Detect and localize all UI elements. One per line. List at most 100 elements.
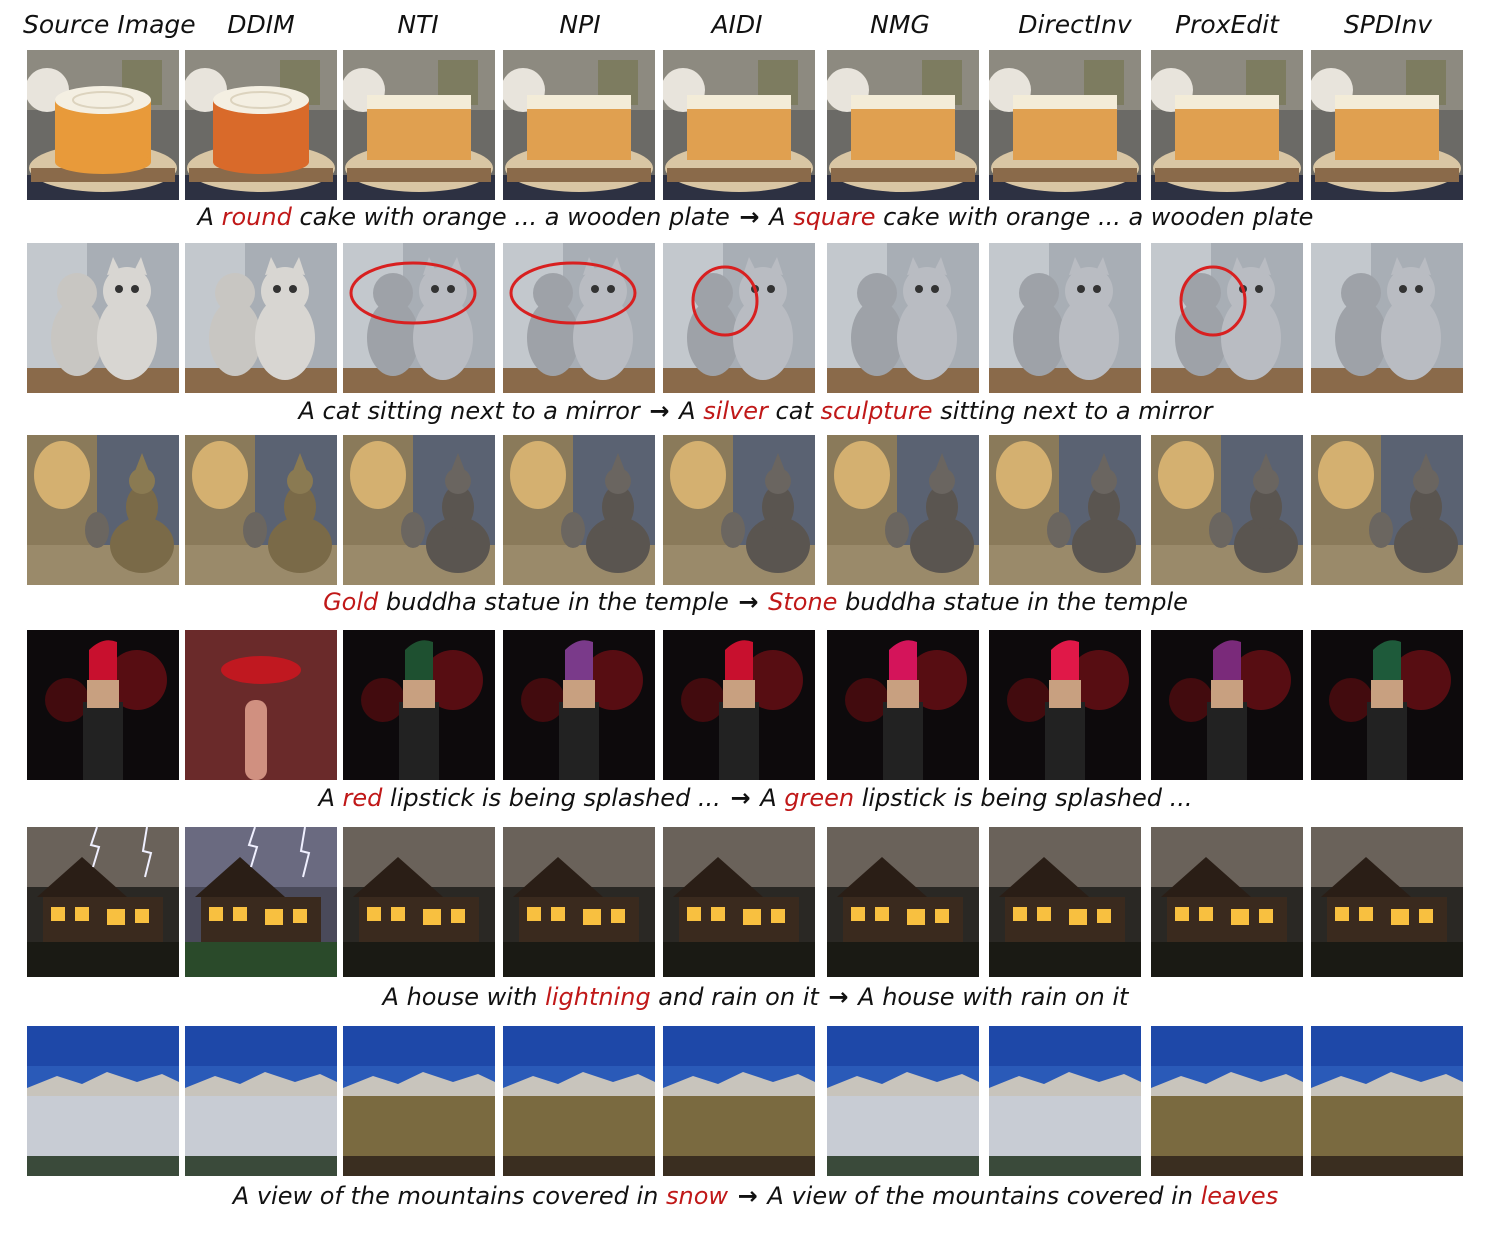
cake-image-5 [827,50,979,200]
caption-lipstick: A red lipstick is being splashed ... → A… [0,784,1511,812]
highlighted-word: red [342,784,383,812]
highlighted-word: sculpture [820,397,933,425]
caption-text: A [761,203,794,231]
column-header-row: Source Image DDIM NTI NPI AIDI NMG Direc… [0,10,1511,50]
caption-text: A [752,784,785,812]
lipstick-image-1 [185,630,337,780]
mountain-image-2 [343,1026,495,1176]
caption-text [760,588,768,616]
cat-image-0 [27,243,179,393]
house-image-8 [1311,827,1463,977]
cat-image-7 [1151,243,1303,393]
lipstick-image-8 [1311,630,1463,780]
column-label-proxedit: ProxEdit [1175,10,1279,39]
house-image-5 [827,827,979,977]
cat-image-8 [1311,243,1463,393]
column-label-directinv: DirectInv [1018,10,1132,39]
cake-image-8 [1311,50,1463,200]
house-image-1 [185,827,337,977]
house-image-2 [343,827,495,977]
mountain-image-5 [827,1026,979,1176]
house-image-3 [503,827,655,977]
column-label-spdinv: SPDInv [1343,10,1433,39]
house-image-6 [989,827,1141,977]
caption-text: A [318,784,343,812]
buddha-image-1 [185,435,337,585]
lipstick-image-0 [27,630,179,780]
caption-text: A view of the mountains covered in [759,1182,1201,1210]
arrow-icon: → [739,203,760,231]
cat-image-5 [827,243,979,393]
cake-image-3 [503,50,655,200]
buddha-image-7 [1151,435,1303,585]
mountain-image-7 [1151,1026,1303,1176]
highlighted-word: Gold [323,588,379,616]
cake-image-1 [185,50,337,200]
caption-buddha: Gold buddha statue in the temple → Stone… [0,588,1511,616]
house-image-0 [27,827,179,977]
cake-image-0 [27,50,179,200]
cake-image-4 [663,50,815,200]
cat-image-2 [343,243,495,393]
caption-text [728,1182,736,1210]
caption-cake: A round cake with orange ... a wooden pl… [0,203,1511,231]
highlighted-word: snow [665,1182,729,1210]
caption-mountain: A view of the mountains covered in snow … [0,1182,1511,1210]
buddha-image-5 [827,435,979,585]
column-label-nmg: NMG [870,10,930,39]
lipstick-image-7 [1151,630,1303,780]
caption-house: A house with lightning and rain on it → … [0,983,1511,1011]
arrow-icon: → [828,983,849,1011]
caption-text: cake with orange ... a wooden plate [291,203,738,231]
highlighted-word: square [793,203,876,231]
lipstick-image-5 [827,630,979,780]
caption-text: lipstick is being splashed ... [382,784,729,812]
buddha-image-3 [503,435,655,585]
caption-cat: A cat sitting next to a mirror → A silve… [0,397,1511,425]
buddha-image-2 [343,435,495,585]
caption-text: A cat sitting next to a mirror [298,397,648,425]
lipstick-image-6 [989,630,1141,780]
lipstick-image-4 [663,630,815,780]
mountain-image-4 [663,1026,815,1176]
arrow-icon: → [649,397,670,425]
cake-image-7 [1151,50,1303,200]
mountain-image-8 [1311,1026,1463,1176]
caption-text: A [197,203,222,231]
arrow-icon: → [738,588,759,616]
highlighted-word: round [221,203,292,231]
highlighted-word: leaves [1200,1182,1279,1210]
buddha-image-6 [989,435,1141,585]
cake-image-2 [343,50,495,200]
highlighted-word: lightning [545,983,651,1011]
lipstick-image-2 [343,630,495,780]
caption-text: A house with rain on it [850,983,1129,1011]
buddha-image-4 [663,435,815,585]
caption-text: sitting next to a mirror [932,397,1213,425]
mountain-image-3 [503,1026,655,1176]
caption-text: buddha statue in the temple [837,588,1188,616]
caption-text: and rain on it [650,983,827,1011]
highlighted-word: green [784,784,855,812]
arrow-icon: → [737,1182,758,1210]
buddha-image-0 [27,435,179,585]
column-label-npi: NPI [559,10,601,39]
cat-image-3 [503,243,655,393]
cat-image-1 [185,243,337,393]
mountain-image-0 [27,1026,179,1176]
highlighted-word: Stone [768,588,838,616]
buddha-image-8 [1311,435,1463,585]
cat-image-6 [989,243,1141,393]
house-image-7 [1151,827,1303,977]
column-label-source: Source Image [23,10,196,39]
lipstick-image-3 [503,630,655,780]
column-label-nti: NTI [397,10,439,39]
column-label-aidi: AIDI [711,10,763,39]
caption-text: A house with [382,983,546,1011]
caption-text: cake with orange ... a wooden plate [875,203,1314,231]
caption-text: cat [767,397,821,425]
caption-text: lipstick is being splashed ... [854,784,1193,812]
caption-text: A [671,397,704,425]
mountain-image-1 [185,1026,337,1176]
cat-image-4 [663,243,815,393]
